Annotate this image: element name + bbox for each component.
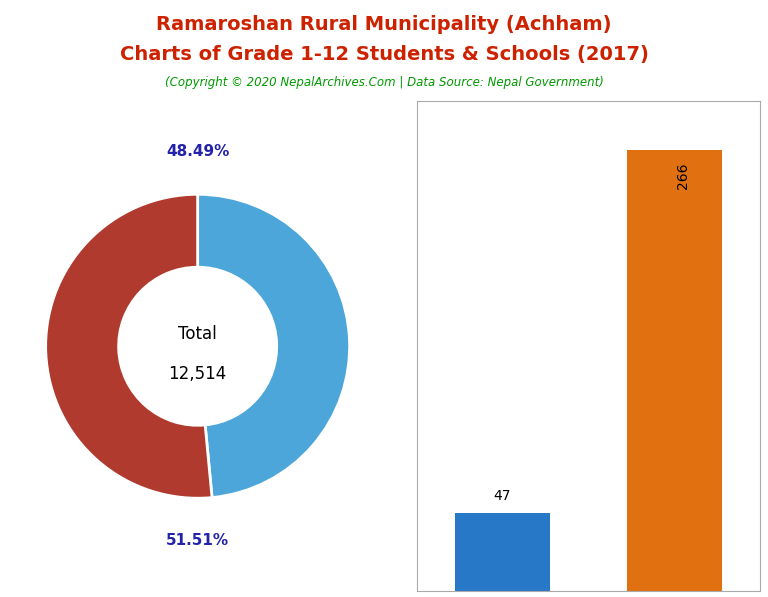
- Text: Total: Total: [178, 325, 217, 343]
- Bar: [455, 513, 550, 591]
- Text: 51.51%: 51.51%: [166, 533, 229, 548]
- Text: 12,514: 12,514: [168, 365, 227, 383]
- Wedge shape: [197, 194, 349, 497]
- Text: Ramaroshan Rural Municipality (Achham): Ramaroshan Rural Municipality (Achham): [156, 15, 612, 34]
- Text: 48.49%: 48.49%: [166, 144, 230, 159]
- Bar: [627, 150, 722, 591]
- Text: (Copyright © 2020 NepalArchives.Com | Data Source: Nepal Government): (Copyright © 2020 NepalArchives.Com | Da…: [164, 76, 604, 90]
- Wedge shape: [45, 194, 212, 498]
- Text: 266: 266: [676, 163, 690, 189]
- Text: Charts of Grade 1-12 Students & Schools (2017): Charts of Grade 1-12 Students & Schools …: [120, 45, 648, 64]
- Text: 47: 47: [494, 489, 511, 503]
